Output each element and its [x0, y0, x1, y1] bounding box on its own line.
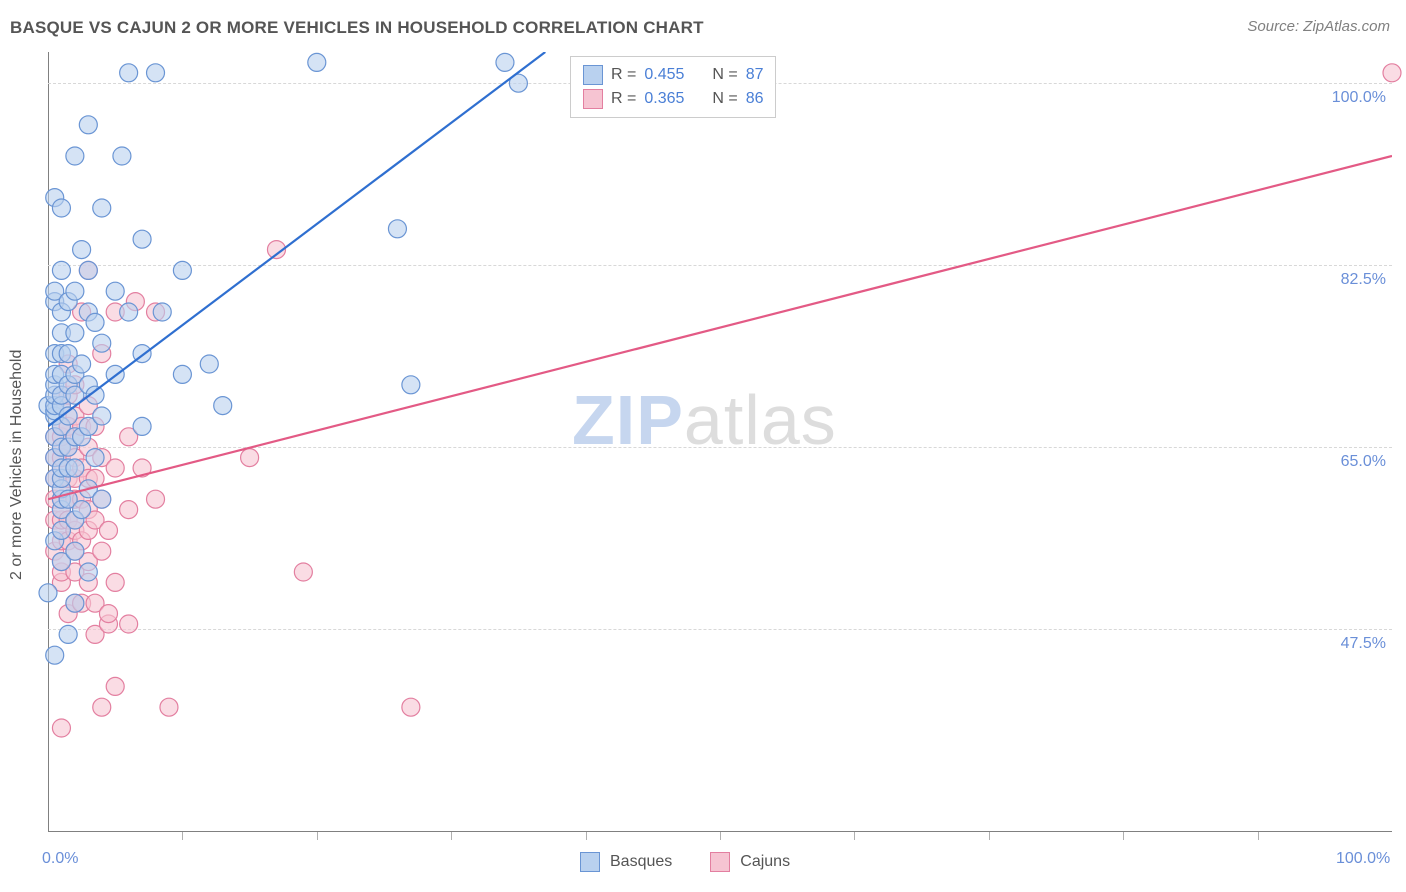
scatter-point — [120, 501, 138, 519]
scatter-point — [173, 261, 191, 279]
scatter-point — [93, 334, 111, 352]
scatter-point — [73, 241, 91, 259]
scatter-point — [153, 303, 171, 321]
r-label: R = — [611, 66, 636, 84]
scatter-point — [66, 324, 84, 342]
scatter-point — [79, 116, 97, 134]
correlation-legend: R = 0.455 N = 87 R = 0.365 N = 86 — [570, 56, 776, 118]
scatter-point — [147, 490, 165, 508]
scatter-point — [106, 459, 124, 477]
series-legend: Basques Cajuns — [580, 852, 790, 872]
scatter-point — [93, 698, 111, 716]
scatter-point — [66, 542, 84, 560]
scatter-svg — [0, 0, 1406, 892]
scatter-point — [214, 397, 232, 415]
swatch-basques-icon — [583, 65, 603, 85]
swatch-cajuns-icon — [583, 89, 603, 109]
scatter-point — [52, 199, 70, 217]
scatter-point — [66, 459, 84, 477]
scatter-point — [106, 282, 124, 300]
scatter-point — [93, 199, 111, 217]
scatter-point — [120, 615, 138, 633]
scatter-point — [79, 563, 97, 581]
legend-label-cajuns: Cajuns — [740, 853, 790, 871]
legend-label-basques: Basques — [610, 853, 672, 871]
scatter-point — [133, 230, 151, 248]
scatter-point — [86, 313, 104, 331]
n-value-cajuns: 86 — [746, 90, 764, 108]
scatter-point — [200, 355, 218, 373]
scatter-point — [46, 646, 64, 664]
scatter-point — [39, 584, 57, 602]
scatter-point — [66, 282, 84, 300]
chart-container: BASQUE VS CAJUN 2 OR MORE VEHICLES IN HO… — [0, 0, 1406, 892]
scatter-point — [388, 220, 406, 238]
scatter-point — [59, 625, 77, 643]
n-label: N = — [712, 66, 737, 84]
r-value-cajuns: 0.365 — [644, 90, 690, 108]
scatter-point — [52, 261, 70, 279]
scatter-point — [93, 542, 111, 560]
scatter-point — [99, 605, 117, 623]
scatter-point — [86, 449, 104, 467]
scatter-point — [160, 698, 178, 716]
scatter-point — [308, 53, 326, 71]
regression-line — [48, 156, 1392, 499]
scatter-point — [133, 417, 151, 435]
scatter-point — [120, 303, 138, 321]
scatter-point — [79, 261, 97, 279]
legend-row-basques: R = 0.455 N = 87 — [583, 63, 763, 87]
r-label-2: R = — [611, 90, 636, 108]
scatter-point — [52, 719, 70, 737]
legend-row-cajuns: R = 0.365 N = 86 — [583, 87, 763, 111]
scatter-point — [1383, 64, 1401, 82]
regression-line — [48, 52, 545, 426]
scatter-point — [106, 573, 124, 591]
scatter-point — [402, 376, 420, 394]
scatter-point — [402, 698, 420, 716]
swatch-basques-bottom-icon — [580, 852, 600, 872]
scatter-point — [66, 594, 84, 612]
scatter-point — [106, 677, 124, 695]
n-value-basques: 87 — [746, 66, 764, 84]
n-label-2: N = — [712, 90, 737, 108]
scatter-point — [99, 521, 117, 539]
scatter-point — [496, 53, 514, 71]
scatter-point — [93, 490, 111, 508]
scatter-point — [120, 64, 138, 82]
scatter-point — [113, 147, 131, 165]
scatter-point — [147, 64, 165, 82]
scatter-point — [66, 147, 84, 165]
scatter-point — [93, 407, 111, 425]
scatter-point — [73, 355, 91, 373]
scatter-point — [241, 449, 259, 467]
scatter-point — [294, 563, 312, 581]
scatter-point — [173, 365, 191, 383]
swatch-cajuns-bottom-icon — [710, 852, 730, 872]
scatter-point — [73, 501, 91, 519]
r-value-basques: 0.455 — [644, 66, 690, 84]
